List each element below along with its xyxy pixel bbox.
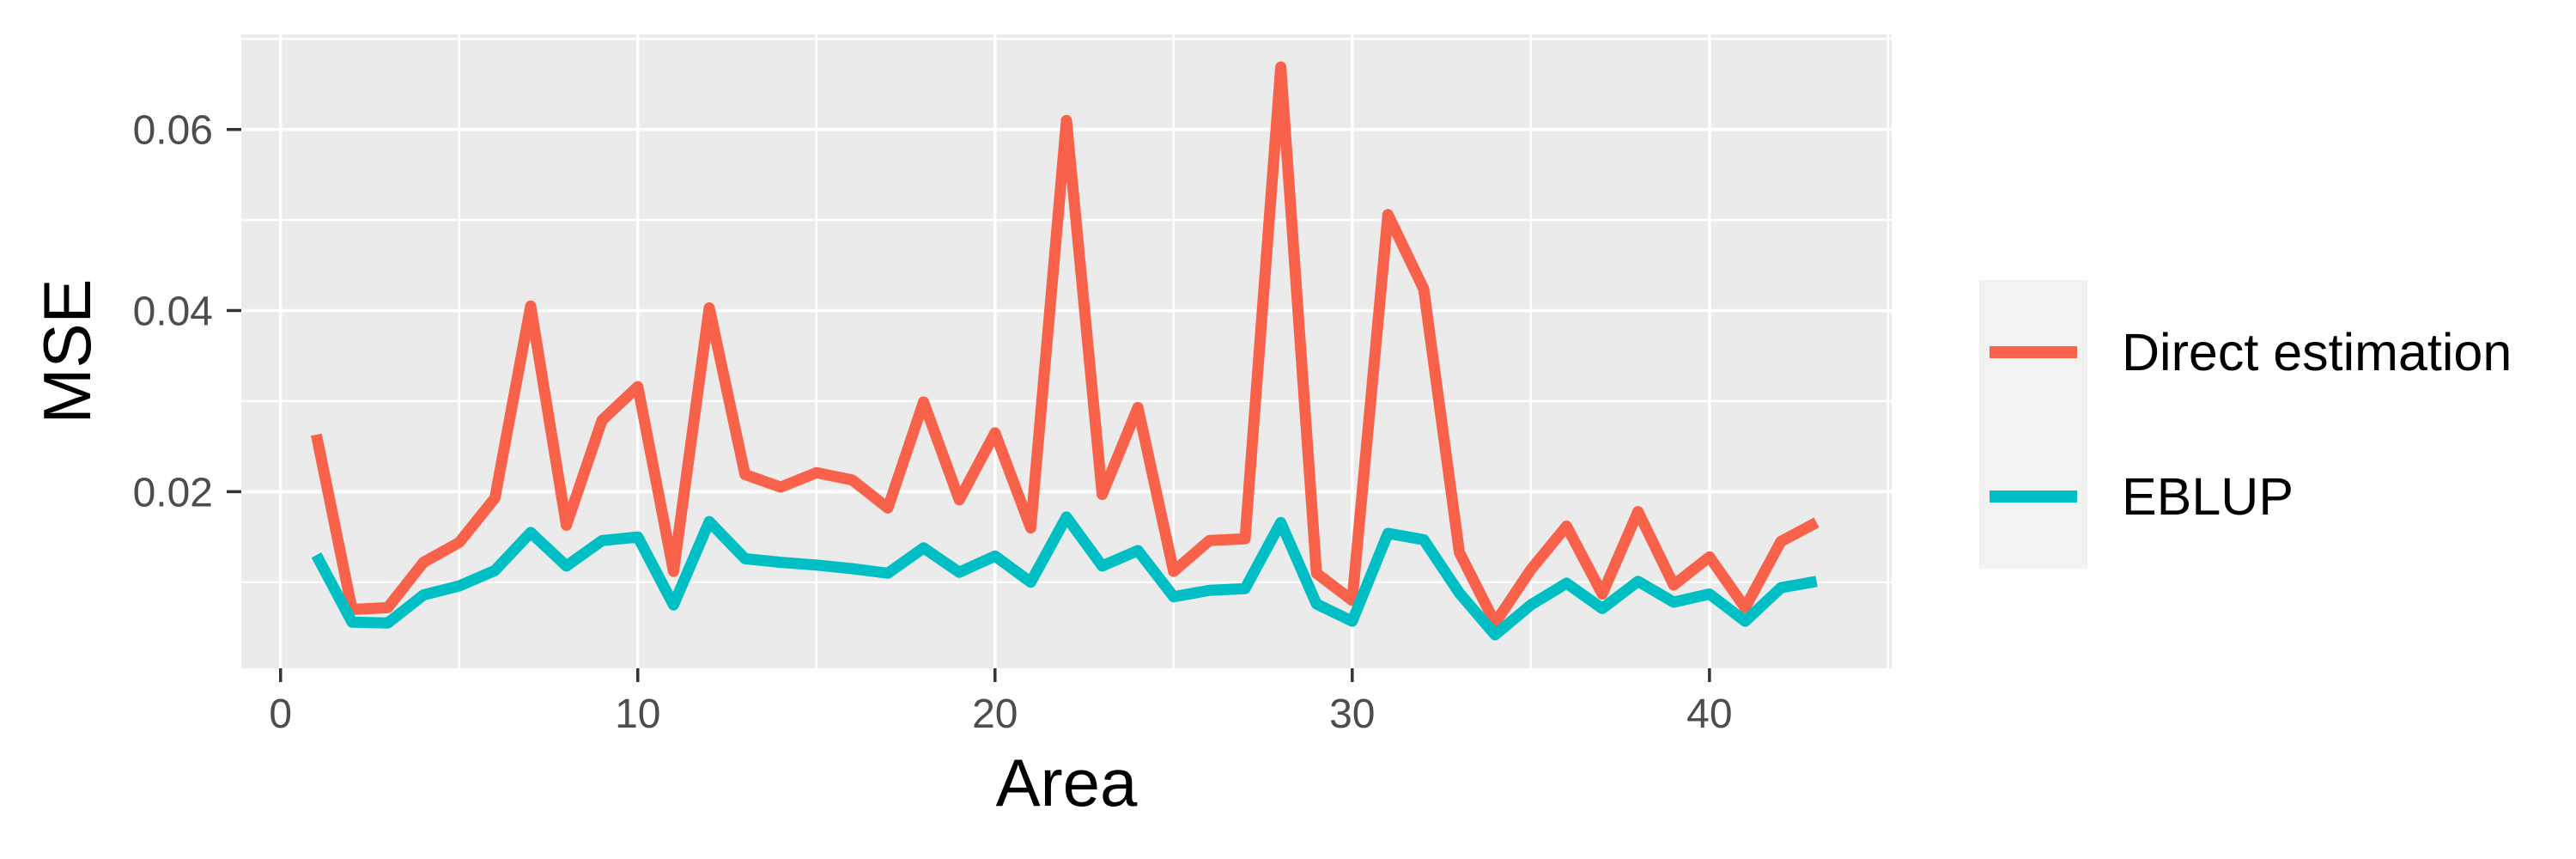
tick-label-layer: 0 10 20 30 40 0.02 0.04 0.06	[133, 108, 1733, 737]
legend-label-direct-estimation: Direct estimation	[2122, 322, 2512, 381]
legend-key-line-eblup-icon	[1990, 490, 2077, 503]
x-tick-label: 20	[972, 691, 1018, 737]
x-tick-label: 10	[615, 691, 660, 737]
y-tick-label: 0.02	[133, 470, 213, 515]
y-tick-label: 0.04	[133, 289, 213, 335]
legend-entry-eblup: EBLUP	[1979, 424, 2512, 569]
legend-key-line-direct-estimation-icon	[1990, 346, 2077, 358]
tick-layer	[227, 127, 1711, 682]
x-axis-title: Area	[995, 745, 1138, 820]
legend-entry-direct-estimation: Direct estimation	[1979, 280, 2512, 424]
series-line-eblup	[311, 511, 1818, 641]
legend-key-direct-estimation	[1979, 280, 2087, 424]
legend-label-eblup: EBLUP	[2122, 466, 2294, 526]
grid-major-layer	[241, 34, 1892, 668]
y-axis-title: MSE	[29, 278, 105, 424]
x-tick-label: 0	[269, 691, 292, 737]
y-tick-label: 0.06	[133, 108, 213, 154]
x-tick-label: 40	[1686, 691, 1732, 737]
series-layer	[311, 61, 1820, 641]
x-tick-label: 30	[1329, 691, 1375, 737]
grid-minor-layer	[241, 34, 1892, 668]
legend-key-eblup	[1979, 424, 2087, 569]
series-line-direct-estimation	[311, 61, 1820, 629]
legend: Direct estimation EBLUP	[1979, 280, 2512, 569]
